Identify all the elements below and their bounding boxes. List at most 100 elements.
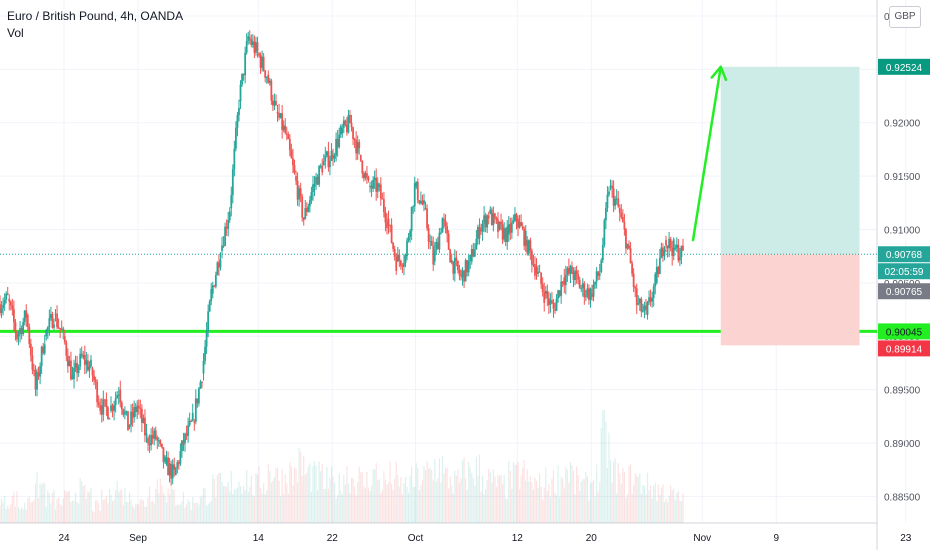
- candle-body: [645, 305, 647, 310]
- volume-bar: [503, 474, 505, 523]
- stop-zone[interactable]: [720, 254, 860, 346]
- candle-body: [674, 248, 677, 250]
- volume-bar: [535, 480, 538, 523]
- candle-body: [555, 298, 558, 311]
- volume-bar: [212, 474, 214, 523]
- volume-bar: [679, 500, 681, 523]
- candle-body: [447, 233, 450, 250]
- volume-bar: [616, 493, 618, 523]
- volume-bar: [330, 466, 333, 523]
- volume-bar: [158, 493, 160, 523]
- volume-bar: [611, 482, 613, 523]
- candle-body: [137, 405, 140, 408]
- volume-bar: [87, 491, 89, 523]
- candle-body: [665, 240, 667, 246]
- volume-bar: [631, 493, 633, 523]
- volume-bar: [617, 463, 619, 523]
- candle-body: [521, 226, 524, 229]
- volume-bar: [384, 479, 387, 523]
- candle-body: [441, 218, 444, 233]
- volume-bar: [235, 489, 237, 523]
- volume-bar: [372, 469, 374, 523]
- target-zone[interactable]: [720, 66, 860, 255]
- candle-body: [586, 288, 589, 296]
- volume-bar: [670, 485, 672, 523]
- volume-indicator-label[interactable]: Vol: [7, 26, 24, 40]
- volume-bar: [70, 502, 72, 523]
- volume-bar: [108, 489, 111, 523]
- volume-bar: [207, 503, 209, 523]
- trend-arrow-head[interactable]: [710, 65, 728, 82]
- trend-arrow[interactable]: [691, 65, 722, 242]
- candle-body: [202, 360, 205, 374]
- candle-body: [99, 405, 102, 411]
- candle-body: [567, 268, 570, 274]
- candle-body: [547, 298, 550, 305]
- candle-body: [164, 456, 166, 462]
- candle-body: [285, 133, 288, 135]
- volume-bar: [489, 472, 491, 523]
- volume-bar: [64, 489, 66, 523]
- x-tick-label: 20: [586, 533, 598, 544]
- volume-bar: [518, 489, 521, 523]
- volume-bar: [298, 447, 300, 523]
- candle-body: [361, 160, 364, 174]
- volume-bar: [460, 478, 462, 523]
- volume-bar: [566, 469, 568, 523]
- candle-body: [480, 229, 482, 232]
- candle-body: [574, 270, 576, 280]
- candle-body: [187, 425, 190, 436]
- volume-bar: [642, 484, 644, 523]
- volume-bar: [562, 478, 564, 523]
- candle-body: [60, 329, 63, 331]
- candle-body: [654, 274, 657, 287]
- volume-bar: [633, 484, 635, 523]
- candle-body: [54, 313, 57, 315]
- volume-bar: [560, 476, 562, 523]
- candle-body: [278, 113, 280, 118]
- candle-body: [426, 208, 428, 229]
- volume-bar: [414, 486, 416, 523]
- candle-body: [401, 265, 404, 267]
- volume-bar: [295, 469, 297, 523]
- volume-bar: [389, 461, 391, 523]
- prev-close-label: 0.90765: [886, 287, 923, 298]
- volume-bar: [572, 470, 575, 523]
- volume-bar: [668, 495, 670, 523]
- volume-bar: [441, 455, 444, 523]
- candle-body: [419, 200, 422, 204]
- candle-body: [79, 353, 82, 367]
- volume-bar: [105, 495, 107, 523]
- volume-bar: [354, 486, 356, 523]
- stop-price-label-bg: [878, 340, 930, 357]
- candle-body: [154, 430, 157, 439]
- volume-bar: [497, 474, 499, 523]
- candle-body: [157, 440, 160, 442]
- volume-bar: [243, 486, 245, 523]
- candle-body: [409, 230, 412, 237]
- candle-body: [288, 138, 291, 151]
- volume-bar: [82, 486, 84, 523]
- volume-bar: [451, 485, 453, 523]
- candle-body: [541, 284, 544, 292]
- volume-bar: [31, 501, 33, 523]
- volume-bar: [229, 491, 231, 523]
- candle-body: [147, 437, 149, 444]
- candle-body: [535, 266, 538, 274]
- volume-bar: [579, 490, 581, 523]
- candle-body: [398, 254, 401, 261]
- candle-body: [17, 334, 20, 337]
- currency-button[interactable]: GBP: [889, 6, 921, 28]
- candle-body: [421, 200, 424, 205]
- candle-body: [621, 217, 624, 222]
- candle-body: [88, 366, 91, 371]
- volume-bar: [290, 466, 292, 523]
- candle-body: [625, 229, 627, 249]
- candle-body: [239, 84, 242, 102]
- volume-bar: [13, 492, 15, 523]
- candle-body: [261, 56, 264, 68]
- candle-body: [358, 141, 361, 149]
- volume-bar: [495, 486, 498, 523]
